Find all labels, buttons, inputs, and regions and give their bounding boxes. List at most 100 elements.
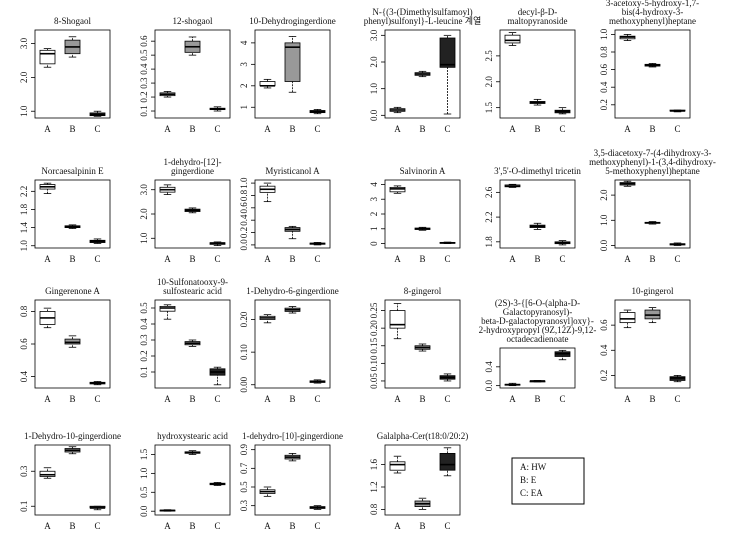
x-tick-label: A: [264, 394, 271, 404]
y-tick-label: 0.0: [369, 109, 379, 121]
x-tick-label: A: [509, 394, 516, 404]
y-tick-label: 0.5: [139, 49, 149, 61]
y-tick-label: 2.6: [484, 186, 494, 198]
box: [439, 452, 456, 471]
x-tick-label: A: [264, 521, 271, 531]
y-tick-label: 0.2: [599, 99, 609, 110]
x-tick-label: C: [559, 394, 565, 404]
y-tick-label: 0.3: [139, 77, 149, 89]
y-tick-label: 0.0: [139, 505, 149, 517]
y-tick-label: 0.8: [599, 46, 609, 58]
panel-title: gingerdione: [171, 166, 214, 176]
y-tick-label: 1.8: [484, 236, 494, 248]
x-tick-label: B: [289, 254, 295, 264]
plot-frame: [499, 29, 576, 119]
y-tick-label: 1.6: [369, 458, 379, 470]
y-tick-label: 0.6: [599, 63, 609, 75]
y-tick-label: 1.0: [19, 105, 29, 117]
plot-frame: [34, 29, 111, 119]
y-tick-label: 1.4: [19, 221, 29, 233]
plot-frame: [614, 299, 691, 389]
y-tick-label: 0.0: [484, 380, 494, 392]
y-tick-label: 0.4: [139, 318, 149, 330]
x-tick-label: C: [314, 124, 320, 134]
x-tick-label: B: [69, 521, 75, 531]
y-tick-label: 1.0: [19, 240, 29, 252]
y-tick-label: 2.0: [139, 208, 149, 220]
panel-title: N-{(3-(Dimethylsulfamoyl): [372, 7, 472, 17]
plot-frame: [384, 29, 461, 119]
y-tick-label: 1.5: [139, 448, 149, 460]
panel-title: 3',5'-O-dimethyl tricetin: [494, 166, 581, 176]
panel-title: sulfostearic acid: [163, 286, 222, 296]
legend-text: C: EA: [520, 488, 543, 498]
x-tick-label: C: [214, 394, 220, 404]
y-tick-label: 0.20: [239, 311, 249, 327]
x-tick-label: C: [674, 394, 680, 404]
plot-frame: [254, 29, 331, 119]
y-tick-label: 0.1: [139, 366, 149, 377]
y-tick-label: 0.10: [239, 344, 249, 360]
legend-text: B: E: [520, 475, 537, 485]
x-tick-label: C: [94, 521, 100, 531]
legend-box: [511, 457, 585, 505]
x-tick-label: B: [189, 521, 195, 531]
y-tick-label: 0.2: [599, 370, 609, 381]
y-tick-label: 1.2: [369, 481, 379, 492]
x-tick-label: C: [94, 254, 100, 264]
panel-title: methoxyphenyl)heptane: [609, 16, 696, 26]
x-tick-label: A: [394, 394, 401, 404]
y-tick-label: 0.4: [19, 370, 29, 382]
plot-frame: [154, 444, 231, 516]
y-tick-label: 1.0: [139, 232, 149, 244]
x-tick-label: B: [534, 394, 540, 404]
y-tick-label: 0.3: [139, 334, 149, 346]
y-tick-label: 0.3: [239, 500, 249, 512]
x-tick-label: A: [44, 254, 51, 264]
panel-title: 10-Sulfonatooxy-9-: [157, 277, 228, 287]
panel-title: 8-Shogaol: [54, 16, 91, 26]
box: [439, 37, 456, 68]
panel-title: Galactopyranosyl)-: [503, 307, 572, 317]
panel-title: 3,5-diacetoxy-7-(4-dihydroxy-3-: [594, 148, 712, 158]
y-tick-label: 0.8: [19, 305, 29, 317]
x-tick-label: B: [189, 124, 195, 134]
box: [389, 461, 406, 471]
y-tick-label: 0.1: [19, 501, 29, 512]
y-tick-label: 0.00: [239, 376, 249, 392]
y-tick-label: 0.6: [239, 202, 249, 214]
x-tick-label: B: [649, 394, 655, 404]
x-tick-label: B: [289, 124, 295, 134]
panel-title: 3-acetoxy-5-hydroxy-1,7-: [606, 0, 699, 8]
x-tick-label: B: [649, 254, 655, 264]
y-tick-label: 2.2: [484, 211, 494, 222]
panel-title: methoxyphenyl)-1-(3,4-dihydroxy-: [589, 157, 716, 167]
plot-frame: [254, 444, 331, 516]
y-tick-label: 1: [239, 105, 249, 110]
y-tick-label: 1.0: [369, 83, 379, 95]
y-tick-label: 2: [369, 212, 379, 217]
panel-title: 2-hydroxypropyl (9Z,12Z)-9,12-: [479, 325, 597, 335]
x-tick-label: B: [289, 394, 295, 404]
panel-title: Myristicanol A: [265, 166, 320, 176]
box: [504, 34, 521, 44]
y-tick-label: 0.2: [139, 91, 149, 102]
y-tick-label: 0.6: [19, 338, 29, 350]
y-tick-label: 3.0: [19, 37, 29, 49]
y-tick-label: 4: [369, 182, 379, 187]
x-tick-label: B: [649, 124, 655, 134]
x-tick-label: B: [289, 521, 295, 531]
y-tick-label: 0.0: [599, 239, 609, 251]
panel-title: 8-gingerol: [404, 286, 442, 296]
x-tick-label: C: [314, 254, 320, 264]
x-tick-label: C: [214, 521, 220, 531]
panel-title: 10-gingerol: [632, 286, 674, 296]
plot-frame: [254, 299, 331, 389]
x-tick-label: C: [444, 124, 450, 134]
x-tick-label: A: [624, 254, 631, 264]
y-tick-label: 0.2: [139, 350, 149, 361]
panel-title: maltopyranoside: [508, 16, 568, 26]
panel-title: phenyl)sulfonyl}-L-leucine 계열: [364, 15, 482, 26]
panel-title: octadecadienoate: [507, 334, 569, 344]
